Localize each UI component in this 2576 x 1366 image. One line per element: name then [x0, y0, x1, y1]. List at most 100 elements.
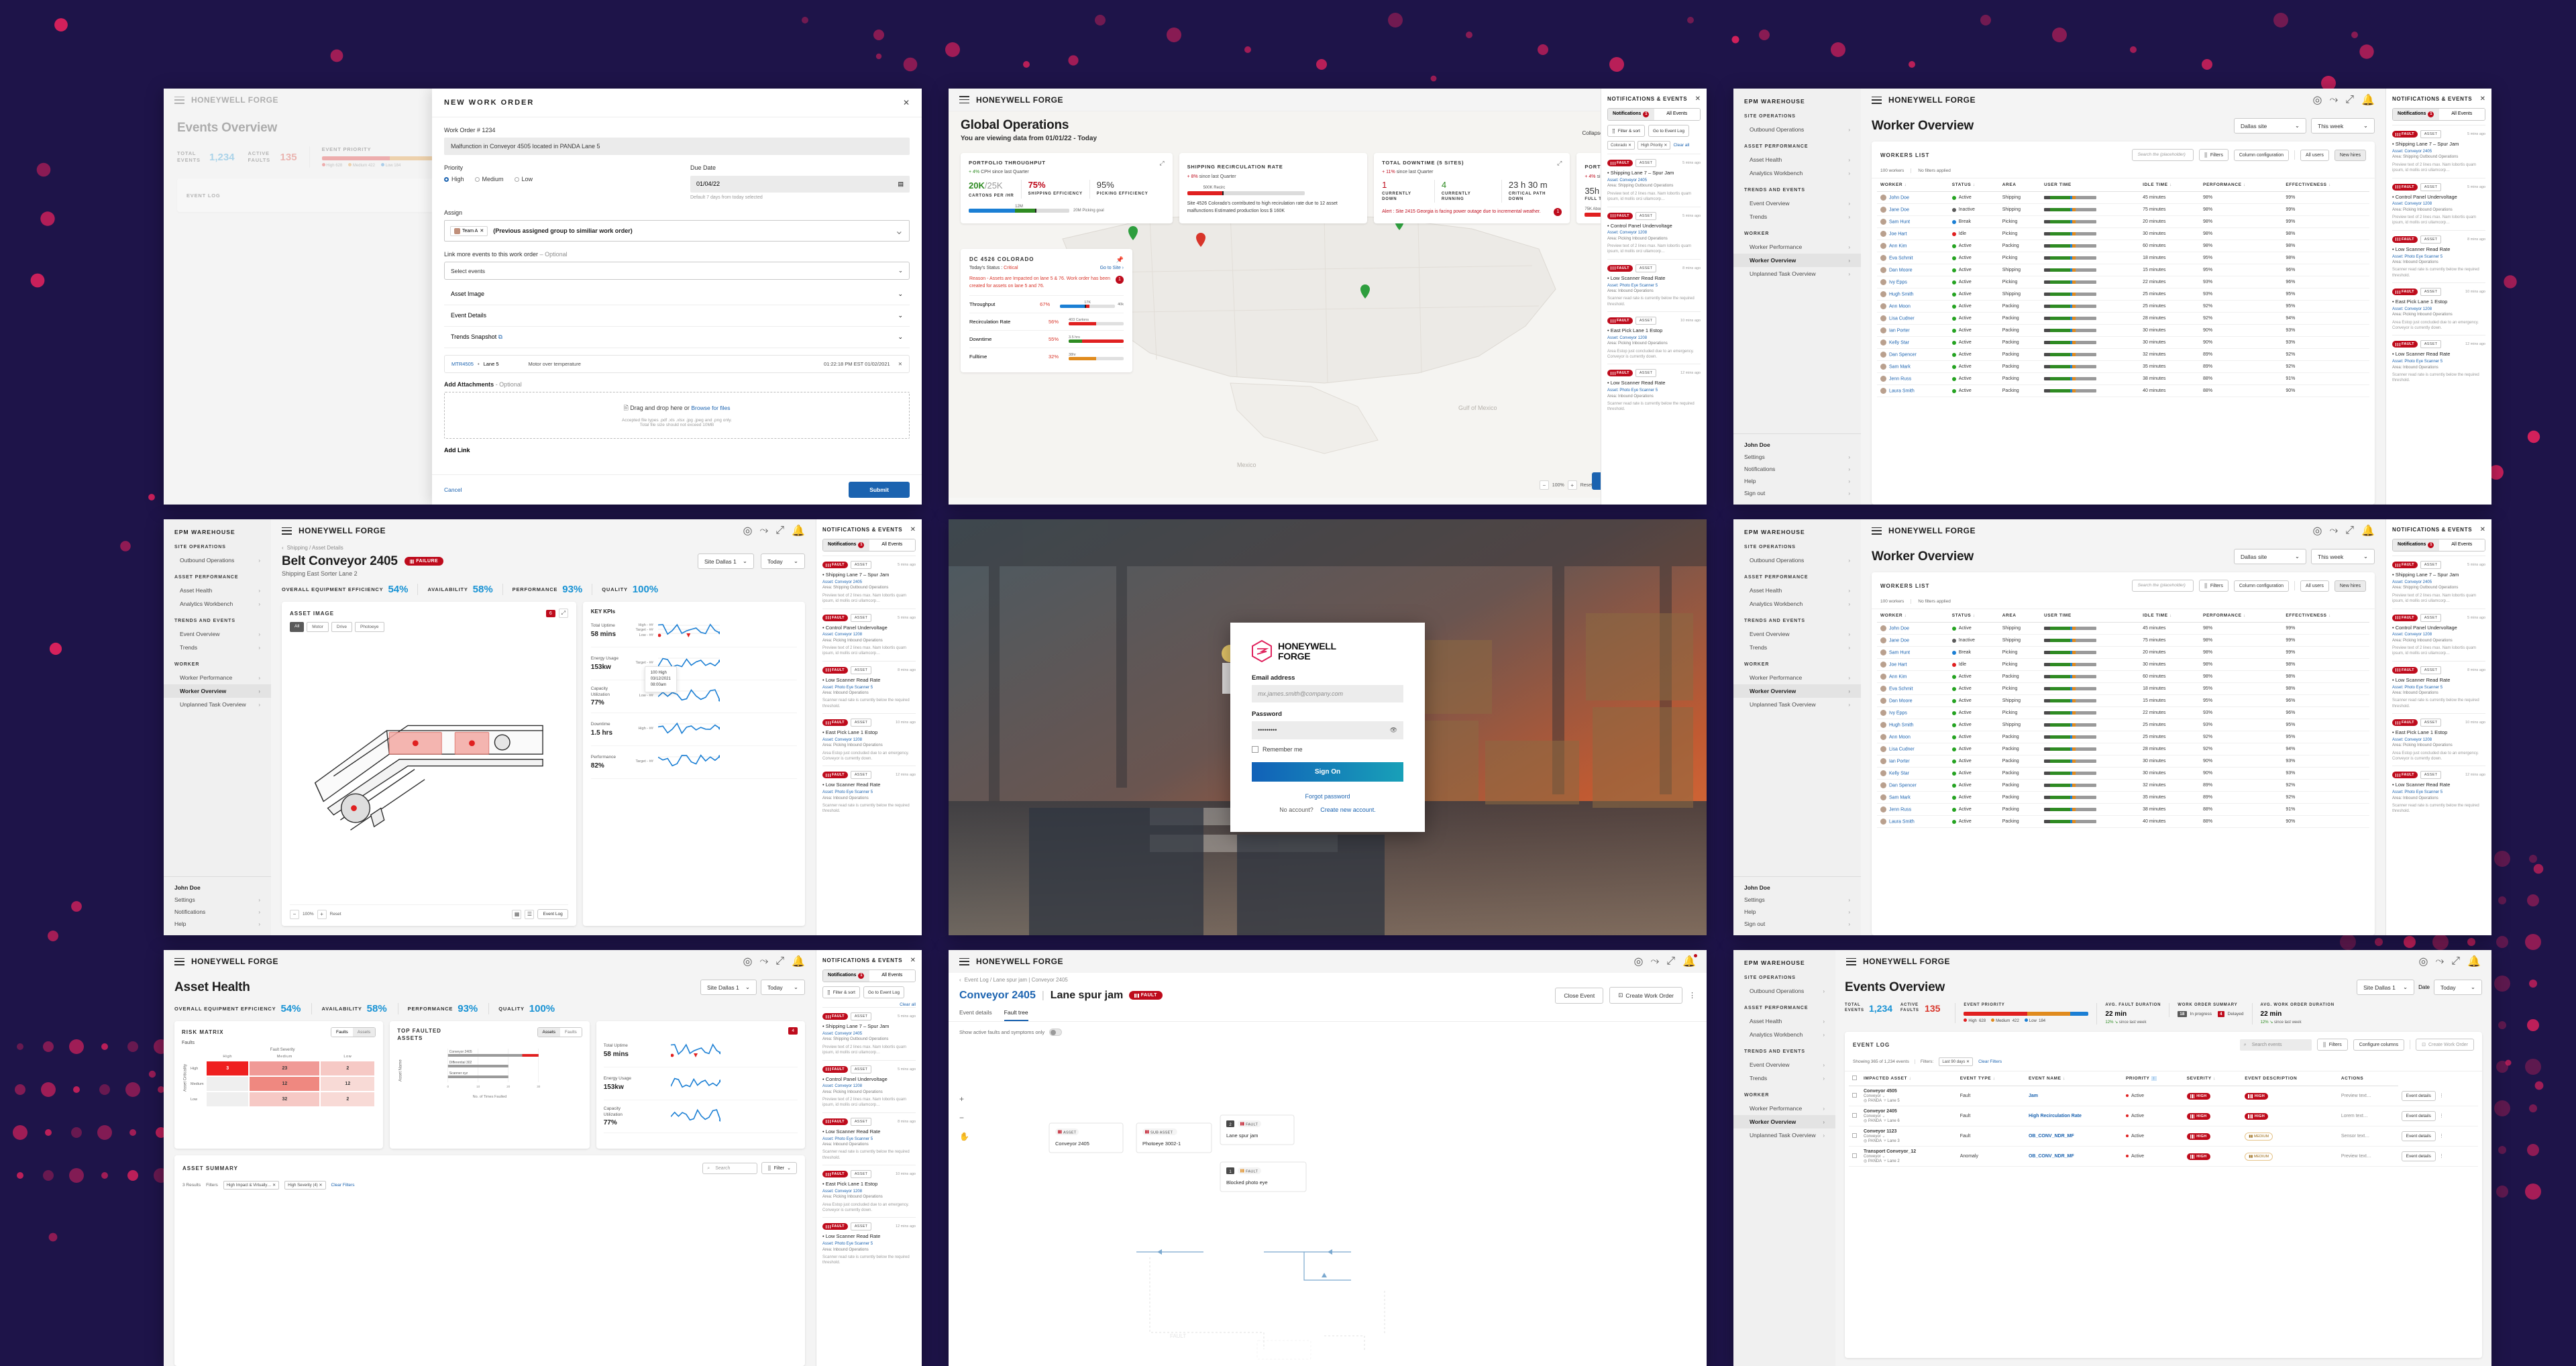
worker-name[interactable]: Laura Smith — [1877, 816, 1949, 828]
table-row[interactable]: Joe Hart Idle Picking 30 minutes 98% 98% — [1877, 228, 2369, 240]
notification-asset[interactable]: Asset: Photo Eye Scanner 5 — [822, 685, 916, 690]
more-icon[interactable]: ⋮ — [2439, 1094, 2444, 1098]
menu-icon[interactable] — [959, 958, 969, 965]
window-controls[interactable]: ◎⤳ ⤢ 🔔 — [1633, 955, 1696, 968]
sidebar-item-outbound operations[interactable]: Outbound Operations› — [1733, 554, 1861, 567]
close-icon[interactable]: ✕ — [2480, 526, 2485, 533]
row-checkbox[interactable] — [1852, 1093, 1857, 1098]
column-header-performance[interactable]: PERFORMANCE ↓ — [2200, 178, 2282, 192]
tab-fault-tree[interactable]: Fault tree — [1004, 1009, 1028, 1021]
worker-name[interactable]: Ann Kim — [1877, 240, 1949, 252]
risk-cell[interactable] — [207, 1077, 248, 1091]
grid-icon[interactable]: ▦ — [512, 910, 521, 919]
kpi-badge[interactable]: 4 — [788, 1027, 798, 1035]
image-filter-drive[interactable]: Drive — [331, 622, 352, 632]
column-header-user time[interactable]: USER TIME — [2041, 609, 2139, 623]
filter-chip-1[interactable]: High Impact & Virtually… ✕ — [223, 1181, 279, 1190]
table-row[interactable]: Hugh Smith Active Shipping 25 minutes 93… — [1877, 719, 2369, 731]
period-select[interactable]: Today⌄ — [761, 980, 805, 995]
worker-name[interactable]: Laura Smith — [1877, 385, 1949, 397]
window-controls[interactable]: ◎⤳ ⤢🔔 — [2312, 524, 2375, 537]
worker-name[interactable]: Dan Spencer — [1877, 349, 1949, 361]
map-zoom-controls[interactable]: − 100% + Reset — [1540, 480, 1593, 490]
browse-files-link[interactable]: Browse for files — [691, 405, 730, 411]
notification-asset[interactable]: Asset: Photo Eye Scanner 5 — [2392, 685, 2485, 690]
fault-node[interactable]: SUB ASSET Photoeye 3002-1 — [1136, 1123, 1212, 1153]
column-header-area[interactable]: AREA — [1999, 609, 2041, 623]
table-row[interactable]: Jane Doe Inactive Shipping 75 minutes 98… — [1877, 635, 2369, 647]
table-row[interactable]: Transport Conveyor_12 Conveyor ⌄ ◎ PANDA… — [1849, 1147, 2478, 1167]
sidebar-item-event overview[interactable]: Event Overview› — [1733, 627, 1861, 641]
event-asset-cell[interactable]: Conveyor 1123 Conveyor ⌄ ◎ PANDA ⑂ Lane … — [1860, 1126, 1957, 1147]
sidebar-user[interactable]: John Doe — [1733, 882, 1861, 894]
priority-option-medium[interactable]: Medium — [475, 176, 504, 182]
password-field[interactable]: •••••••••👁 — [1252, 721, 1403, 739]
image-filter-motor[interactable]: Motor — [307, 622, 329, 632]
chevron-down-icon[interactable]: ⌄ — [898, 312, 903, 319]
worker-name[interactable]: John Doe — [1877, 623, 1949, 635]
event-asset-cell[interactable]: Transport Conveyor_12 Conveyor ⌄ ◎ PANDA… — [1860, 1147, 1957, 1167]
fault-node[interactable]: 1 FAULT Blocked photo eye — [1220, 1162, 1306, 1192]
sidebar-item-analytics workbench[interactable]: Analytics Workbench› — [1733, 1028, 1835, 1041]
column-header-priority[interactable]: PRIORITY ↑ — [2123, 1071, 2184, 1086]
worker-name[interactable]: Lisa Cudner — [1877, 743, 1949, 755]
worker-name[interactable]: Jane Doe — [1877, 635, 1949, 647]
chevron-down-icon[interactable]: ⌄ — [898, 267, 903, 274]
notification-item[interactable]: FAULT ASSET 5 mins ago • Control Panel U… — [2392, 178, 2485, 230]
bell-icon[interactable]: 🔔 — [1682, 955, 1696, 968]
kpi-row[interactable]: Total Uptime 58 mins — [604, 1035, 798, 1067]
close-icon[interactable]: ✕ — [903, 98, 910, 107]
section-trends-snapshot[interactable]: Trends Snapshot ⧉⌄ — [444, 327, 910, 348]
sidebar-item-settings[interactable]: Settings› — [164, 894, 271, 906]
worker-name[interactable]: Joe Hart — [1877, 228, 1949, 240]
reset-link[interactable]: Reset — [330, 912, 341, 916]
table-row[interactable]: Dan Spencer Active Packing 32 minutes 89… — [1877, 349, 2369, 361]
sidebar-user[interactable]: John Doe — [1733, 439, 1861, 451]
asset-image-filters[interactable]: AllMotorDrivePhotoeye — [290, 622, 568, 632]
add-link-label[interactable]: Add Link — [444, 447, 910, 454]
notifications-tabs[interactable]: Notifications1 All Events — [2392, 108, 2485, 121]
site-select[interactable]: Site Dallas 1⌄ — [698, 554, 754, 569]
filters-button[interactable]: ⣿ Filters — [2199, 149, 2229, 161]
worker-name[interactable]: Dan Spencer — [1877, 780, 1949, 792]
sidebar-item-unplanned task overview[interactable]: Unplanned Task Overview› — [1733, 267, 1861, 280]
notification-item[interactable]: FAULT ASSET 10 mins ago • East Pick Lane… — [822, 1165, 916, 1217]
chevron-down-icon[interactable]: ⌄ — [898, 291, 903, 298]
breadcrumb[interactable]: ‹ Shipping / Asset Details — [271, 542, 816, 551]
tab-all-events[interactable]: All Events — [869, 539, 916, 551]
row-checkbox[interactable] — [1852, 1153, 1857, 1158]
notification-item[interactable]: FAULT ASSET 12 mins ago • Low Scanner Re… — [2392, 766, 2485, 818]
worker-name[interactable]: Kelly Star — [1877, 337, 1949, 349]
asset-summary-filters[interactable]: 3 Results Filters High Impact & Virtuall… — [182, 1181, 797, 1190]
menu-icon[interactable] — [1872, 97, 1882, 104]
linked-event-asset[interactable]: MTR4505 — [451, 361, 474, 367]
notifications-tabs[interactable]: Notifications1 All Events — [822, 539, 916, 551]
window-controls[interactable]: ◎⤳ ⤢🔔 — [743, 955, 805, 968]
image-filter-photoeye[interactable]: Photoeye — [355, 622, 384, 632]
notification-asset[interactable]: Asset: Conveyor 1208 — [2392, 307, 2485, 312]
worker-name[interactable]: Eva Schmit — [1877, 252, 1949, 264]
table-row[interactable]: Dan Moore Active Shipping 15 minutes 95%… — [1877, 264, 2369, 276]
kpi-row[interactable]: Total Uptime 58 mins High - ##Target - #… — [591, 615, 797, 647]
menu-icon[interactable] — [174, 97, 184, 104]
tab-all-events[interactable]: All Events — [2439, 539, 2485, 551]
notifications-tabs[interactable]: Notifications1 All Events — [1607, 108, 1701, 121]
sidebar-item-asset health[interactable]: Asset Health› — [1733, 153, 1861, 166]
worker-name[interactable]: Ann Moon — [1877, 301, 1949, 313]
clear-filters-link[interactable]: Clear Filters — [1978, 1059, 2002, 1064]
notification-item[interactable]: FAULT ASSET 5 mins ago • Shipping Lane 7… — [2392, 556, 2485, 608]
notification-item[interactable]: FAULT ASSET 12 mins ago • Low Scanner Re… — [1607, 364, 1701, 416]
close-icon[interactable]: ✕ — [2480, 95, 2485, 103]
fault-tabs[interactable]: Event details Fault tree — [949, 1004, 1707, 1022]
sidebar-item-signout[interactable]: Sign out› — [1733, 487, 1861, 499]
sidebar-item-notifications[interactable]: Notifications› — [164, 906, 271, 918]
filter-sort-button[interactable]: ⣿ Filter & sort — [1607, 125, 1645, 137]
kpi-row[interactable]: Capacity Utilization 77% — [604, 1100, 798, 1133]
sidebar-item-worker overview[interactable]: Worker Overview› — [164, 684, 271, 698]
list-icon[interactable]: ☰ — [525, 910, 534, 919]
sidebar-item-asset health[interactable]: Asset Health› — [1733, 584, 1861, 597]
notification-item[interactable]: FAULT ASSET 5 mins ago • Shipping Lane 7… — [2392, 125, 2485, 177]
priority-option-low[interactable]: Low — [515, 176, 533, 182]
worker-name[interactable]: Sam Hunt — [1877, 647, 1949, 659]
clear-filters-link[interactable]: Clear Filters — [331, 1183, 355, 1188]
